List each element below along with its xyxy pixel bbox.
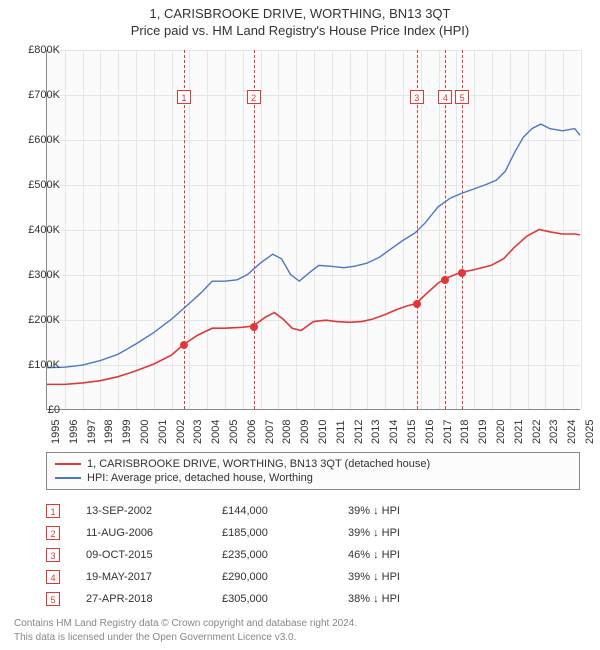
series-property (47, 230, 580, 385)
x-axis-label: 1996 (68, 420, 80, 444)
y-axis-label: £200K (18, 314, 60, 326)
sale-marker-icon: 2 (247, 90, 261, 104)
x-axis-label: 2009 (299, 420, 311, 444)
y-axis-label: £600K (18, 134, 60, 146)
legend-item-property: 1, CARISBROOKE DRIVE, WORTHING, BN13 3QT… (55, 457, 571, 471)
sale-date: 13-SEP-2002 (86, 505, 196, 517)
x-axis-label: 2012 (353, 420, 365, 444)
footer: Contains HM Land Registry data © Crown c… (14, 617, 357, 644)
y-axis-label: £100K (18, 359, 60, 371)
y-axis-label: £400K (18, 224, 60, 236)
legend-swatch-hpi (55, 477, 81, 479)
sale-marker-icon: 5 (455, 90, 469, 104)
sale-index-icon: 5 (46, 592, 60, 606)
sale-price: £185,000 (222, 527, 322, 539)
legend-swatch-property (55, 463, 81, 465)
x-axis-label: 2022 (531, 420, 543, 444)
legend-label-property: 1, CARISBROOKE DRIVE, WORTHING, BN13 3QT… (87, 458, 430, 470)
sale-delta: 39% ↓ HPI (348, 505, 468, 517)
x-axis-label: 2018 (459, 420, 471, 444)
x-axis-label: 2010 (317, 420, 329, 444)
y-axis-label: £300K (18, 269, 60, 281)
sale-dot-icon (413, 300, 421, 308)
x-axis-label: 2023 (548, 420, 560, 444)
sale-delta: 46% ↓ HPI (348, 549, 468, 561)
x-axis-label: 1997 (86, 420, 98, 444)
sale-delta: 39% ↓ HPI (348, 571, 468, 583)
x-axis-label: 2014 (388, 420, 400, 444)
sale-index-icon: 2 (46, 526, 60, 540)
table-row: 4 19-MAY-2017 £290,000 39% ↓ HPI (46, 566, 580, 588)
x-axis-label: 2008 (281, 420, 293, 444)
table-row: 3 09-OCT-2015 £235,000 46% ↓ HPI (46, 544, 580, 566)
sale-marker-icon: 1 (177, 90, 191, 104)
chart-title: 1, CARISBROOKE DRIVE, WORTHING, BN13 3QT (0, 0, 600, 21)
sale-price: £235,000 (222, 549, 322, 561)
x-axis-label: 2017 (442, 420, 454, 444)
sale-dot-icon (458, 269, 466, 277)
sale-date: 27-APR-2018 (86, 593, 196, 605)
y-axis-label: £800K (18, 44, 60, 56)
x-axis-label: 2015 (406, 420, 418, 444)
sales-table: 1 13-SEP-2002 £144,000 39% ↓ HPI 2 11-AU… (46, 500, 580, 610)
sale-date: 09-OCT-2015 (86, 549, 196, 561)
chart-container: 1, CARISBROOKE DRIVE, WORTHING, BN13 3QT… (0, 0, 600, 650)
x-axis-label: 2001 (157, 420, 169, 444)
y-axis-label: £700K (18, 89, 60, 101)
plot-area: 1 2 345 (46, 50, 580, 410)
y-axis-label: £500K (18, 179, 60, 191)
x-axis-label: 2016 (424, 420, 436, 444)
legend-label-hpi: HPI: Average price, detached house, Wort… (87, 472, 313, 484)
x-axis-label: 2024 (566, 420, 578, 444)
sale-dot-icon (441, 276, 449, 284)
legend-item-hpi: HPI: Average price, detached house, Wort… (55, 471, 571, 485)
footer-line2: This data is licensed under the Open Gov… (14, 631, 357, 645)
series-hpi (47, 124, 580, 368)
line-series (47, 50, 580, 409)
table-row: 1 13-SEP-2002 £144,000 39% ↓ HPI (46, 500, 580, 522)
x-axis-label: 2003 (192, 420, 204, 444)
table-row: 5 27-APR-2018 £305,000 38% ↓ HPI (46, 588, 580, 610)
sale-index-icon: 4 (46, 570, 60, 584)
x-axis-label: 1995 (50, 420, 62, 444)
x-axis-label: 2020 (495, 420, 507, 444)
chart-subtitle: Price paid vs. HM Land Registry's House … (0, 21, 600, 44)
sale-index-icon: 3 (46, 548, 60, 562)
x-axis-label: 2006 (246, 420, 258, 444)
y-axis-label: £0 (18, 404, 60, 416)
x-axis-label: 2005 (228, 420, 240, 444)
sale-marker-icon: 3 (410, 90, 424, 104)
sale-index-icon: 1 (46, 504, 60, 518)
chart-area: 1 2 345 (46, 50, 580, 410)
x-axis-label: 2019 (477, 420, 489, 444)
sale-dot-icon (180, 341, 188, 349)
x-axis-label: 1999 (121, 420, 133, 444)
legend: 1, CARISBROOKE DRIVE, WORTHING, BN13 3QT… (46, 452, 580, 490)
x-axis-label: 2021 (513, 420, 525, 444)
sale-delta: 38% ↓ HPI (348, 593, 468, 605)
x-axis-label: 2013 (370, 420, 382, 444)
sale-price: £290,000 (222, 571, 322, 583)
sale-delta: 39% ↓ HPI (348, 527, 468, 539)
x-axis-label: 2000 (139, 420, 151, 444)
x-axis-label: 2011 (335, 420, 347, 444)
sale-date: 11-AUG-2006 (86, 527, 196, 539)
sale-price: £144,000 (222, 505, 322, 517)
table-row: 2 11-AUG-2006 £185,000 39% ↓ HPI (46, 522, 580, 544)
sale-marker-icon: 4 (438, 90, 452, 104)
x-axis-label: 2025 (584, 420, 596, 444)
x-axis-label: 2002 (175, 420, 187, 444)
sale-dot-icon (250, 323, 258, 331)
x-axis-label: 1998 (103, 420, 115, 444)
sale-price: £305,000 (222, 593, 322, 605)
x-axis-label: 2007 (264, 420, 276, 444)
sale-date: 19-MAY-2017 (86, 571, 196, 583)
footer-line1: Contains HM Land Registry data © Crown c… (14, 617, 357, 631)
x-axis-label: 2004 (210, 420, 222, 444)
